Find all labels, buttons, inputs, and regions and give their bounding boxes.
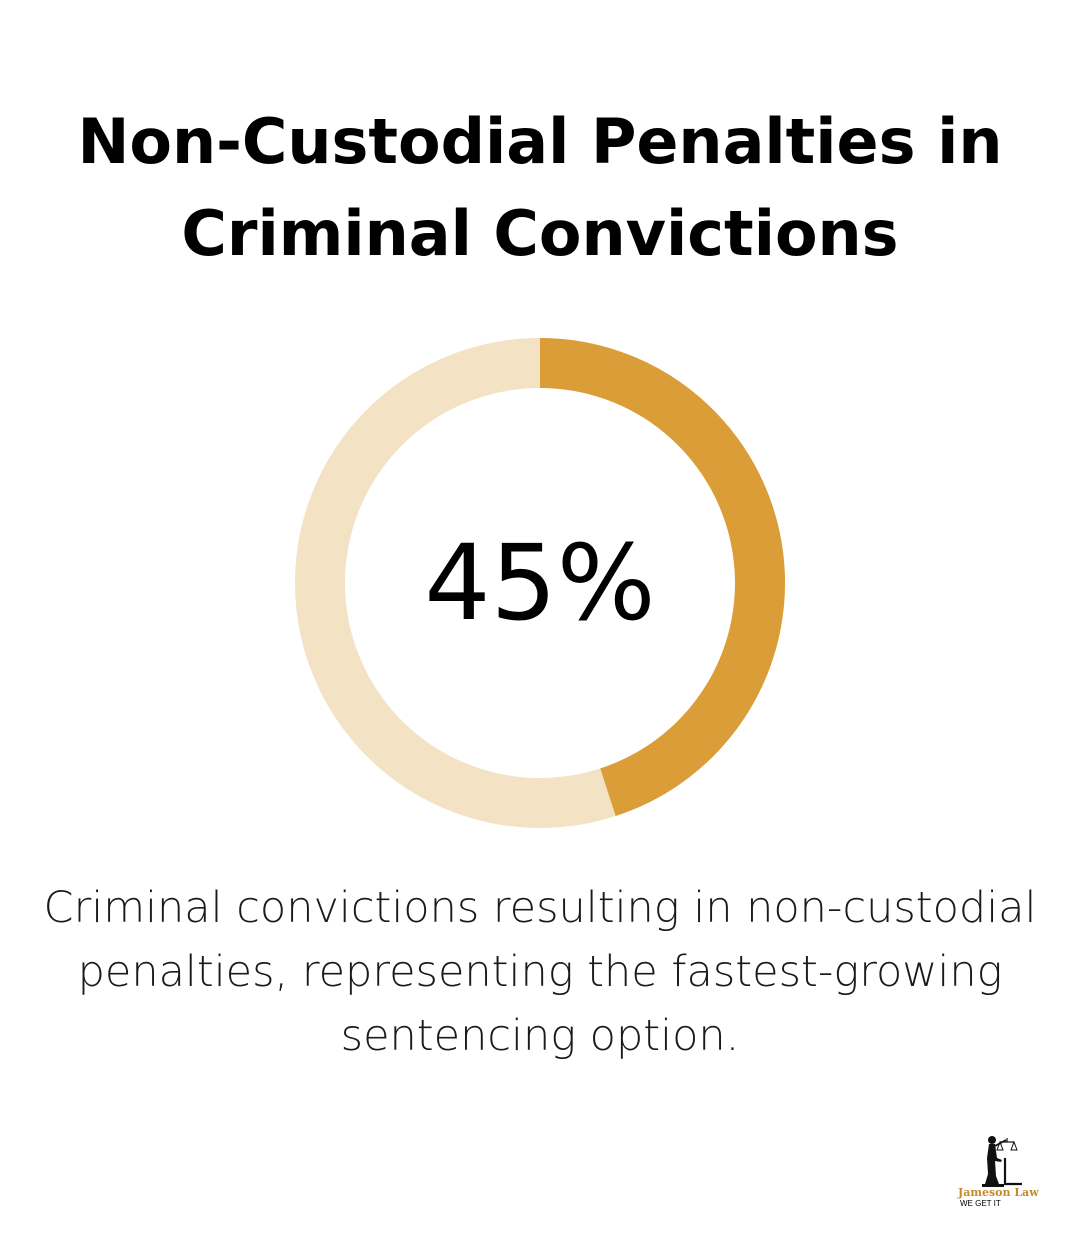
- logo-tagline: WE GET IT: [960, 1199, 1001, 1208]
- chart-title: Non-Custodial Penalties in Criminal Conv…: [77, 105, 1003, 270]
- donut-value-label: 45%: [424, 522, 656, 644]
- jameson-law-logo: [982, 1136, 1022, 1187]
- logo-name: Jameson Law: [958, 1186, 1039, 1199]
- chart-caption: Criminal convictions resulting in non-cu…: [43, 883, 1037, 1061]
- donut-value-arc: [539, 338, 785, 816]
- lady-justice-icon: [982, 1136, 1022, 1187]
- donut-chart: [295, 338, 785, 828]
